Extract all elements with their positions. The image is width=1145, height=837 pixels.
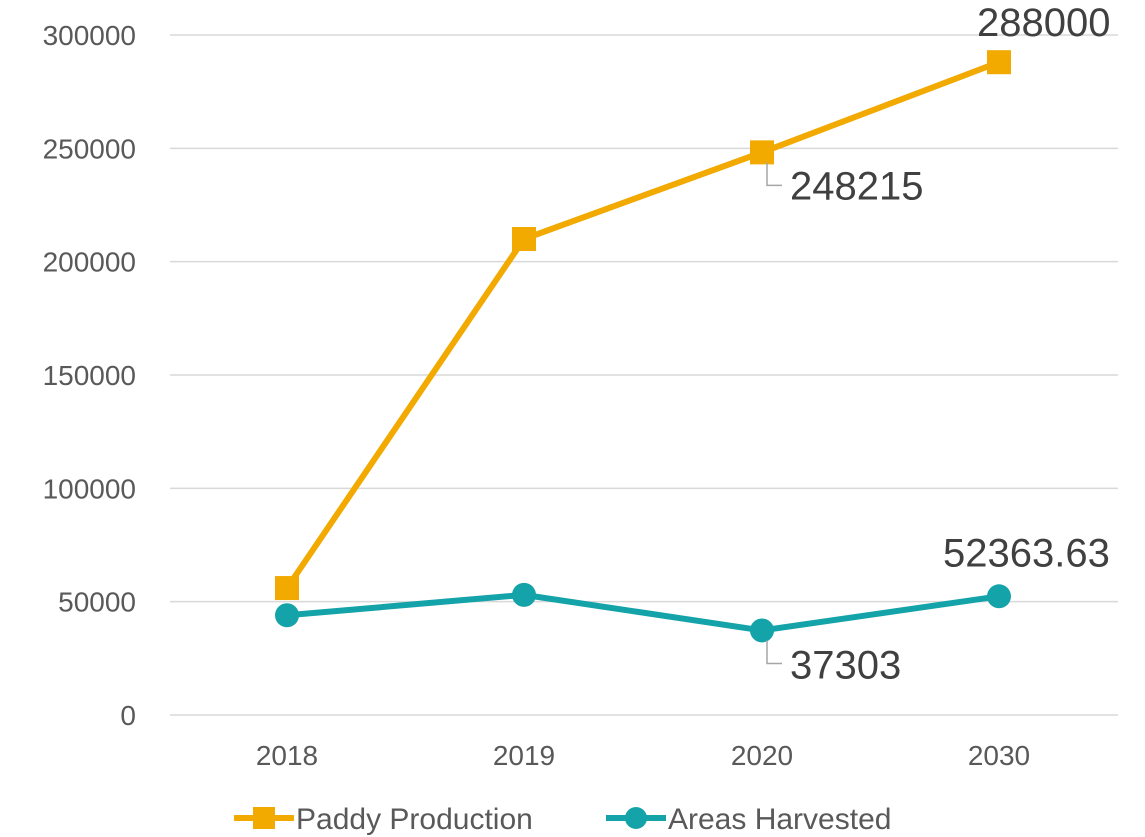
data-label-leader [766,162,782,187]
x-tick-label: 2019 [493,740,555,771]
x-tick-label: 2020 [731,740,793,771]
legend-label: Paddy Production [296,803,533,836]
y-axis: 0 50000 100000 150000 200000 250000 300000 [43,20,136,731]
data-point [750,140,774,165]
y-tick-label: 150000 [43,360,136,391]
y-tick-label: 100000 [43,473,136,504]
legend-label: Areas Harvested [668,803,891,836]
legend-marker-square [253,807,275,829]
data-point [512,582,536,607]
data-labels: 248215 288000 37303 52363.63 [766,1,1110,687]
x-tick-label: 2018 [256,740,318,771]
data-label: 288000 [977,1,1110,45]
x-axis: 2018 2019 2020 2030 [256,740,1030,771]
legend: Paddy Production Areas Harvested [234,803,891,836]
data-point [512,227,536,251]
series-line-1 [286,591,1000,634]
x-tick-label: 2030 [968,740,1030,771]
legend-marker-circle [625,807,647,829]
data-label: 37303 [790,643,901,687]
data-label: 248215 [790,164,923,208]
y-tick-label: 250000 [43,133,136,164]
data-label: 52363.63 [943,531,1110,575]
gridlines [170,34,1118,716]
series-line-0 [284,59,1001,590]
y-tick-label: 0 [120,700,136,731]
series-layer [275,50,1011,643]
data-label-leader [766,640,782,665]
data-point [987,584,1011,609]
data-point [750,618,774,643]
y-tick-label: 200000 [43,247,136,278]
y-tick-label: 300000 [43,20,136,51]
data-point [275,576,299,601]
y-tick-label: 50000 [58,587,136,618]
data-point [275,603,299,628]
data-point [987,50,1011,75]
